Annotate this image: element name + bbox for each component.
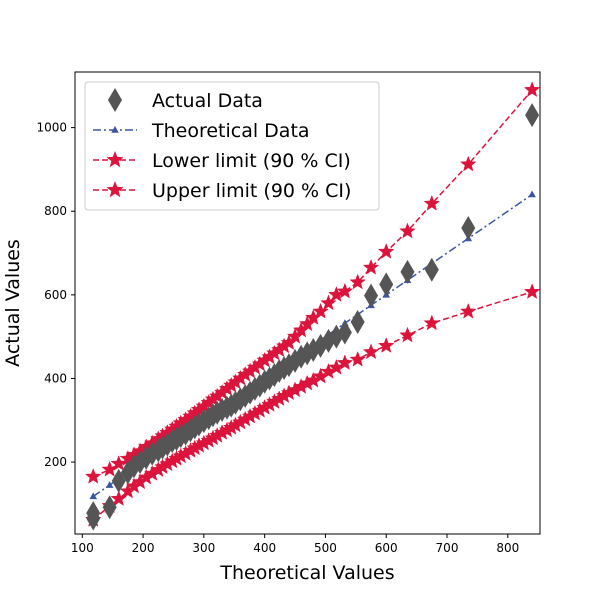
actual-data-point bbox=[86, 506, 101, 531]
limit-star-point bbox=[423, 194, 441, 211]
legend-label: Upper limit (90 % CI) bbox=[152, 180, 351, 202]
x-tick-label: 100 bbox=[71, 541, 94, 555]
limit-star-point bbox=[523, 81, 541, 98]
legend-star-icon bbox=[106, 181, 124, 198]
actual-data-point bbox=[102, 495, 117, 520]
legend-label: Lower limit (90 % CI) bbox=[152, 150, 351, 172]
limit-star-point bbox=[399, 326, 416, 343]
limit-star-point bbox=[399, 222, 416, 239]
x-tick-label: 700 bbox=[436, 541, 459, 555]
limit-star-point bbox=[523, 283, 541, 299]
limit-star-point bbox=[320, 294, 337, 311]
y-tick-label: 800 bbox=[44, 204, 67, 218]
limit-star-point bbox=[423, 314, 441, 331]
legend-star-icon bbox=[106, 151, 124, 168]
x-axis-title: Theoretical Values bbox=[219, 562, 394, 584]
legend-label: Actual Data bbox=[152, 90, 263, 112]
y-tick-label: 400 bbox=[44, 371, 67, 385]
limit-star-point bbox=[349, 350, 366, 367]
limit-star-point bbox=[349, 273, 366, 290]
theoretical-point bbox=[89, 492, 98, 500]
limit-star-point bbox=[336, 354, 354, 371]
x-tick-label: 500 bbox=[314, 541, 337, 555]
legend-triangle-icon bbox=[111, 126, 119, 133]
plot-layer bbox=[84, 81, 541, 531]
y-tick-label: 600 bbox=[44, 288, 67, 302]
y-tick-label: 1000 bbox=[36, 121, 67, 135]
actual-data-point bbox=[243, 380, 258, 405]
x-tick-label: 800 bbox=[496, 541, 519, 555]
limit-star-point bbox=[377, 337, 395, 353]
y-tick-label: 200 bbox=[44, 455, 67, 469]
actual-data-point bbox=[525, 103, 540, 128]
limit-star-point bbox=[362, 258, 380, 275]
limit-star-point bbox=[336, 282, 354, 299]
legend-frame bbox=[84, 81, 380, 211]
limit-star-point bbox=[460, 155, 477, 172]
limit-star-point bbox=[84, 468, 102, 484]
actual-data-point bbox=[400, 259, 415, 284]
x-tick-label: 600 bbox=[375, 541, 398, 555]
actual-data-point bbox=[461, 215, 476, 240]
tick-layer: 100 200 300 400 500 600 700 800 200 400 600 800 1000 bbox=[36, 121, 519, 555]
x-tick-label: 300 bbox=[192, 541, 215, 555]
limit-star-point bbox=[362, 343, 380, 360]
theoretical-point bbox=[528, 190, 536, 198]
legend-label: Theoretical Data bbox=[151, 120, 310, 142]
limit-star-point bbox=[377, 243, 395, 259]
x-tick-label: 400 bbox=[253, 541, 276, 555]
y-axis-title: Actual Values bbox=[2, 239, 24, 367]
x-tick-label: 200 bbox=[132, 541, 155, 555]
actual-data-point bbox=[350, 310, 365, 335]
actual-data-point bbox=[424, 257, 439, 282]
actual-data-point bbox=[379, 272, 394, 297]
actual-data-point bbox=[337, 320, 352, 345]
legend: Actual Data Theoretical Data Lower limit (… bbox=[84, 81, 380, 211]
plot-frame bbox=[74, 71, 541, 535]
limit-star-point bbox=[460, 302, 477, 319]
limit-star-point bbox=[312, 302, 329, 319]
actual-data-point bbox=[364, 283, 379, 308]
theoretical-point bbox=[105, 481, 114, 488]
legend-diamond-icon bbox=[108, 88, 122, 112]
